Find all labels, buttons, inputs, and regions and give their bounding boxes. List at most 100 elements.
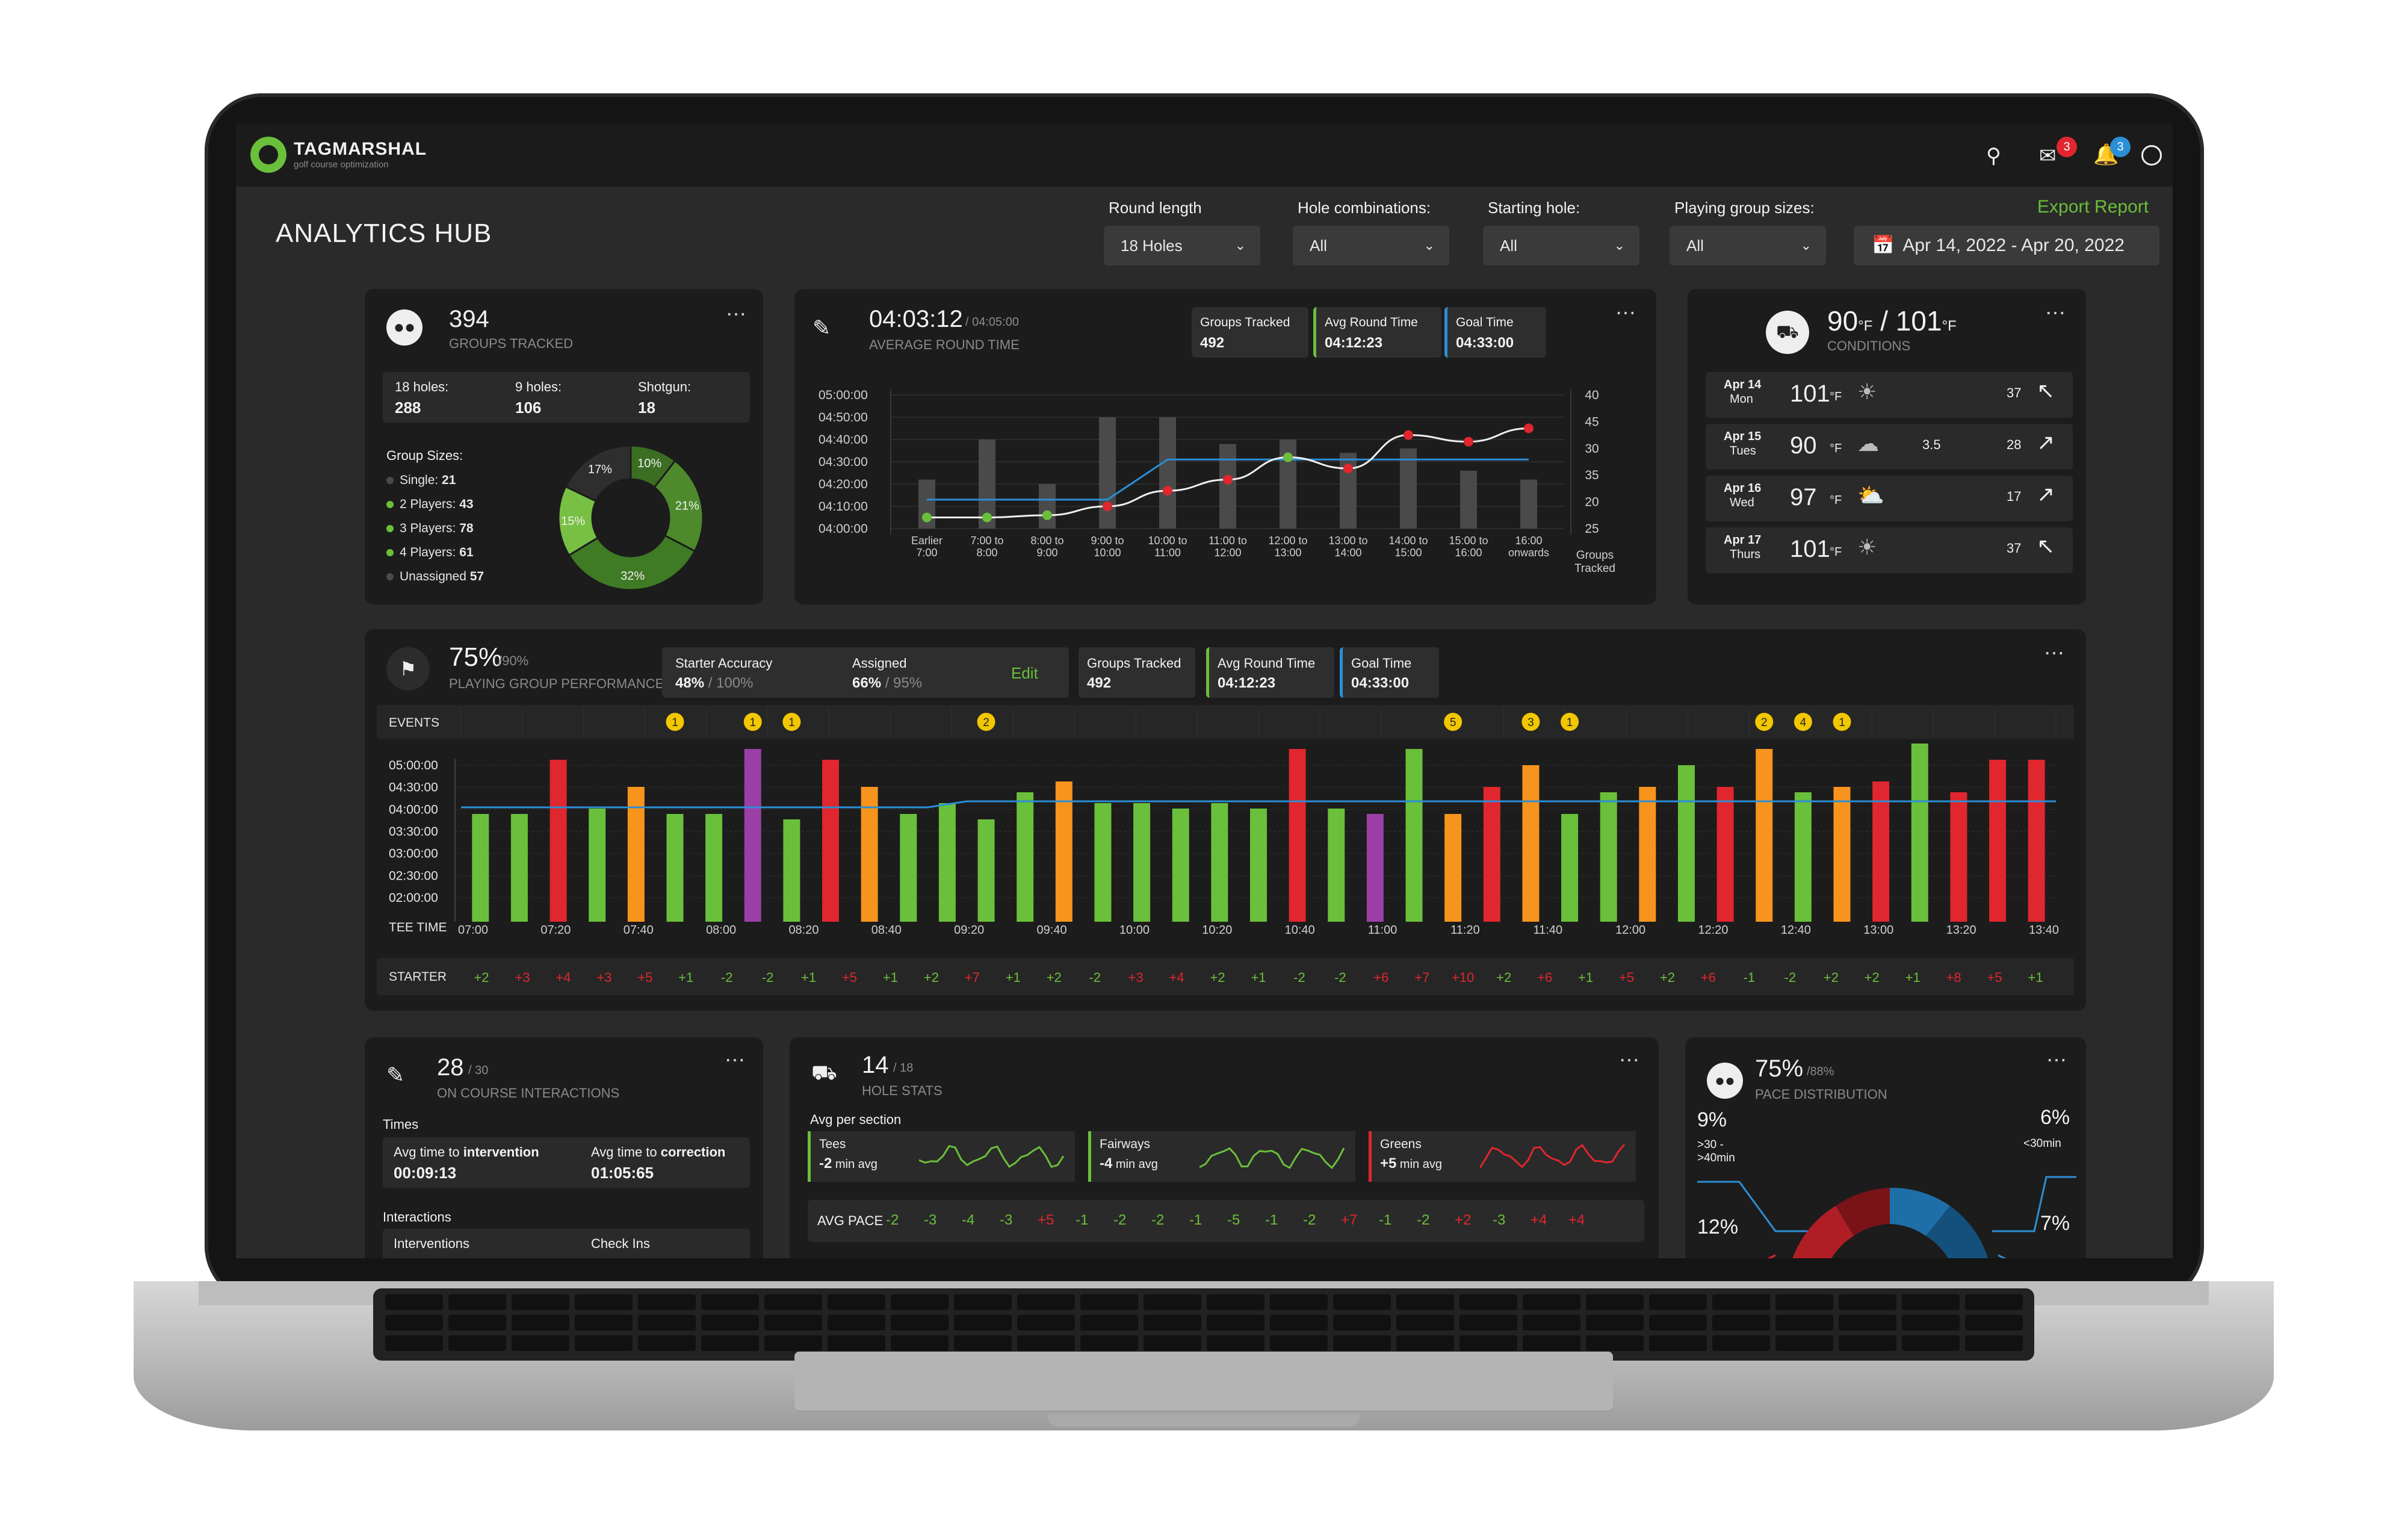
weather-temp: 90 [1790,432,1817,459]
laptop-notch [1047,1414,1360,1427]
avg-correction-bold: correction [660,1144,726,1160]
starter-value: +1 [1578,970,1593,985]
tee-time-bar[interactable] [1055,781,1072,922]
tee-time-bar[interactable] [1677,765,1695,922]
tee-time-bar[interactable] [1094,803,1112,922]
tee-time-bar[interactable] [1522,765,1540,922]
group-size-label: 2 Players: [400,497,460,511]
hole-combinations-dropdown[interactable]: All ⌄ [1293,226,1449,266]
more-menu-icon[interactable]: ⋯ [2044,642,2066,665]
event-marker[interactable] [1561,713,1579,731]
more-menu-icon[interactable]: ⋯ [725,1049,746,1072]
tee-time-bar[interactable] [2028,760,2045,922]
tee-time-bar[interactable] [1172,809,1189,922]
group-sizes-dropdown[interactable]: All ⌄ [1670,226,1826,266]
tee-time-bar[interactable] [1250,809,1267,922]
section-unit: min avg [832,1158,877,1171]
tee-time-bar[interactable] [822,760,840,922]
event-marker[interactable] [1521,713,1540,731]
tee-time-bar[interactable] [1794,792,1812,922]
starter-value: +1 [1006,970,1021,985]
event-marker[interactable] [977,713,995,731]
tee-time-bar[interactable] [1911,744,1928,922]
tee-time-bar[interactable] [783,819,800,922]
more-menu-icon[interactable]: ⋯ [1615,302,1637,324]
y-tick-label: 05:00:00 [389,759,438,772]
keyboard-key [701,1315,759,1331]
bell-badge: 3 [2110,137,2131,157]
pace-left-bottom: 12% [1697,1216,1739,1238]
tee-time-bar[interactable] [1872,781,1890,922]
tee-time-bar[interactable] [1366,814,1384,922]
tee-time-bar[interactable] [510,814,528,922]
tee-time-bar[interactable] [666,814,684,922]
tee-time-bar[interactable] [1639,787,1656,922]
tee-time-bar[interactable] [1756,749,1773,922]
tee-time-bar[interactable] [1483,787,1500,922]
more-menu-icon[interactable]: ⋯ [726,303,747,326]
tee-time-bar[interactable] [1328,809,1345,922]
starter-value: +10 [1452,970,1474,985]
export-report-link[interactable]: Export Report [2037,197,2149,217]
tee-time-bar[interactable] [549,760,567,922]
tee-time-bar[interactable] [1289,749,1306,922]
search-icon[interactable]: ⚲ [1986,144,2001,167]
mail-icon[interactable]: ✉ [2039,144,2057,167]
tee-time-bar[interactable] [1833,787,1851,922]
y2-axis-label: Groups [1576,549,1614,562]
bullet-icon [386,549,394,556]
wind-arrow-icon: ↖ [2037,533,2055,558]
tee-time-bar[interactable] [1716,787,1734,922]
user-avatar-icon[interactable] [2141,145,2162,166]
keyboard-key [891,1315,949,1331]
tee-time-bar[interactable] [900,814,917,922]
tee-time-bar[interactable] [1211,803,1228,922]
event-marker[interactable] [1833,713,1851,731]
tee-time-bar[interactable] [1600,792,1617,922]
conditions-sep: / [1880,305,1888,337]
tee-time-bar[interactable] [1405,749,1423,922]
event-marker[interactable] [666,713,684,731]
tee-time-bar[interactable] [1133,803,1151,922]
more-menu-icon[interactable]: ⋯ [2045,302,2067,324]
starter-accuracy-value: 48% [675,675,705,691]
event-marker[interactable] [782,713,801,731]
tee-time-bar[interactable] [861,787,878,922]
more-menu-icon[interactable]: ⋯ [1619,1049,1641,1072]
brand-name: TAGMARSHAL [294,139,427,159]
tee-time-bar[interactable] [472,814,489,922]
tee-time-bar[interactable] [589,809,606,922]
stat-value-18-holes: 288 [395,399,421,417]
x-tick-label: 7:00 to [970,535,1003,547]
tee-time-bar[interactable] [1561,814,1579,922]
section-name: Tees [819,1137,846,1151]
event-marker[interactable] [1794,713,1812,731]
starting-hole-dropdown[interactable]: All ⌄ [1483,226,1639,266]
keyboard-key [638,1294,696,1310]
tee-time-bar[interactable] [977,819,995,922]
keyboard-key [1270,1294,1328,1310]
tee-time-bar[interactable] [938,803,956,922]
tee-time-bar[interactable] [744,749,761,922]
event-marker[interactable] [1755,713,1774,731]
tee-time-bar[interactable] [1017,792,1034,922]
tee-time-bar[interactable] [1950,792,1967,922]
group-size-value: 21 [442,473,456,487]
donut-slice [564,444,632,503]
starter-value: +2 [924,970,939,985]
edit-assigned-button[interactable]: Edit [1011,664,1038,682]
event-marker[interactable] [743,713,762,731]
more-menu-icon[interactable]: ⋯ [2046,1049,2068,1072]
event-marker[interactable] [1444,713,1462,731]
avg-pace-value: -1 [1379,1212,1392,1228]
tee-time-bar[interactable] [705,814,723,922]
conditions-label: CONDITIONS [1827,338,1911,353]
x-tick-label: 8:00 [976,547,997,559]
y-tick-label: 04:50:00 [819,411,868,424]
group-size-value: 57 [469,570,484,583]
tee-time-bar[interactable] [1989,760,2007,922]
tee-time-bar[interactable] [1444,814,1462,922]
tee-time-bar[interactable] [627,787,645,922]
date-range-picker[interactable]: 📅 Apr 14, 2022 - Apr 20, 2022 [1854,226,2159,266]
round-length-dropdown[interactable]: 18 Holes ⌄ [1104,226,1260,266]
